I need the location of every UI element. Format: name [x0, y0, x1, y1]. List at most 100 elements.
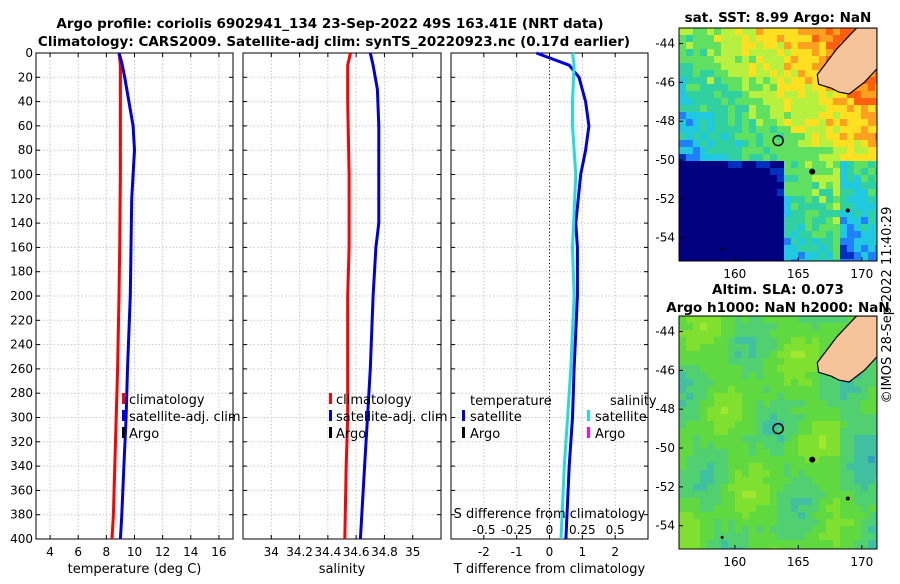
map-cell [756, 358, 763, 365]
map-cell [742, 540, 749, 547]
map-cell [721, 56, 728, 63]
map-cell [679, 316, 686, 323]
map-cell [707, 35, 714, 42]
s-difference-tick-label: -0.25 [501, 523, 532, 537]
map-cell [805, 344, 812, 351]
map-cell [777, 358, 784, 365]
map-cell [714, 344, 721, 351]
map-cell [742, 182, 749, 189]
map-cell [826, 49, 833, 56]
map-cell [770, 35, 777, 42]
map-cell [742, 484, 749, 491]
map-cell [819, 505, 826, 512]
map-cell [707, 154, 714, 161]
y-tick-label: 220 [10, 313, 33, 327]
map-cell [700, 498, 707, 505]
map-cell [861, 498, 868, 505]
map-cell [784, 259, 791, 261]
map-cell [714, 203, 721, 210]
map-cell [875, 119, 877, 126]
map-cell [777, 449, 784, 456]
map-cell [728, 77, 735, 84]
map-cell [707, 28, 714, 35]
map-cell [868, 133, 875, 140]
map-cell [714, 77, 721, 84]
map-cell [812, 365, 819, 372]
map-cell [819, 477, 826, 484]
map-cell [805, 435, 812, 442]
map-cell [707, 98, 714, 105]
map-cell [728, 98, 735, 105]
map-cell [868, 245, 875, 252]
map-cell [728, 133, 735, 140]
map-cell [826, 182, 833, 189]
map-cell [833, 210, 840, 217]
map-cell [791, 77, 798, 84]
map-cell [763, 540, 770, 547]
map-cell [679, 379, 686, 386]
map-cell [721, 112, 728, 119]
map-cell [721, 196, 728, 203]
map-cell [700, 63, 707, 70]
map-cell [819, 259, 826, 261]
map-cell [875, 217, 877, 224]
map-cell [714, 140, 721, 147]
map-cell [784, 56, 791, 63]
map-cell [826, 337, 833, 344]
map-cell [868, 393, 875, 400]
map-cell [749, 77, 756, 84]
map-cell [805, 477, 812, 484]
map-cell [714, 379, 721, 386]
map-cell [833, 491, 840, 498]
map-cell [777, 217, 784, 224]
map-cell [700, 49, 707, 56]
map-cell [840, 519, 847, 526]
map-cell [812, 182, 819, 189]
map-cell [693, 533, 700, 540]
map-cell [833, 147, 840, 154]
map-cell [756, 189, 763, 196]
map-cell [791, 91, 798, 98]
map-cell [763, 386, 770, 393]
map-cell [728, 498, 735, 505]
map-cell [770, 505, 777, 512]
map-cell [854, 519, 861, 526]
map-cell [798, 533, 805, 540]
map-cells [679, 316, 877, 549]
map-cell [840, 105, 847, 112]
map-cell [805, 147, 812, 154]
map-cell [847, 119, 854, 126]
map-cell [770, 147, 777, 154]
map-cell [819, 400, 826, 407]
map-cell [791, 491, 798, 498]
map-cell [791, 421, 798, 428]
map-cell [707, 407, 714, 414]
map-cell [714, 512, 721, 519]
map-cell [805, 231, 812, 238]
map-cell [763, 505, 770, 512]
map-cell [735, 259, 742, 261]
map-cell [686, 512, 693, 519]
map-cell [812, 126, 819, 133]
map-cell [707, 470, 714, 477]
map-cell [735, 196, 742, 203]
map-cell [721, 70, 728, 77]
map-cell [763, 393, 770, 400]
map-cell [798, 210, 805, 217]
map-cell [798, 421, 805, 428]
map-cell [728, 372, 735, 379]
map-cell [805, 42, 812, 49]
map-cell [770, 259, 777, 261]
map-cell [693, 231, 700, 238]
map-cell [721, 505, 728, 512]
map-cell [728, 35, 735, 42]
map-cell [812, 323, 819, 330]
map-cell [749, 526, 756, 533]
map-cell [798, 498, 805, 505]
map-cell [756, 400, 763, 407]
map-cell [700, 435, 707, 442]
map-cell [679, 393, 686, 400]
map-cell [777, 238, 784, 245]
map-cell [707, 210, 714, 217]
map-cell [854, 98, 861, 105]
